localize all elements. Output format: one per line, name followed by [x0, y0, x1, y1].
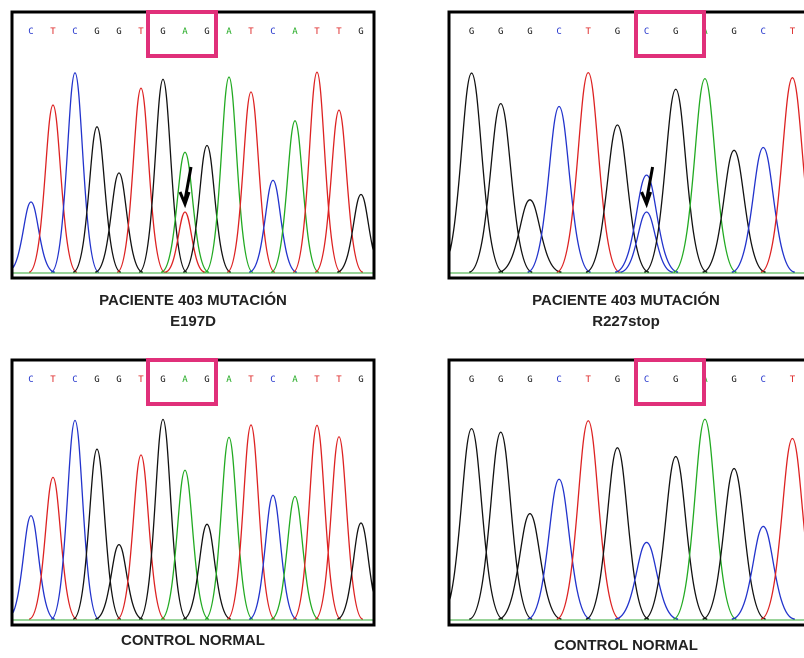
- base-letter: T: [586, 375, 592, 385]
- base-letter: G: [116, 27, 121, 37]
- base-letter: T: [790, 27, 796, 37]
- base-letter: G: [469, 375, 474, 385]
- base-letter: G: [160, 375, 165, 385]
- base-letter: T: [336, 27, 342, 37]
- chromatogram-panel: C T C G G T G A G A T C A T T G CONTROL NORMAL: [7, 360, 385, 649]
- base-letter: A: [182, 27, 188, 37]
- base-letter: C: [72, 27, 77, 37]
- base-letter: C: [270, 375, 275, 385]
- base-letter: A: [182, 375, 188, 385]
- caption: E197D: [170, 313, 216, 330]
- base-letter: G: [469, 27, 474, 37]
- base-letter: C: [270, 27, 275, 37]
- base-letter: T: [50, 375, 56, 385]
- base-letter: G: [673, 375, 678, 385]
- chromatogram-panel: C T C G G T G A G A T C A T T G PACIENTE 403 MUTACIÓN E19…: [7, 12, 385, 330]
- base-letter: G: [498, 27, 503, 37]
- base-letter: G: [527, 27, 532, 37]
- caption: R227stop: [592, 313, 660, 330]
- base-letter: G: [160, 27, 165, 37]
- base-letter: A: [292, 27, 298, 37]
- base-letter: T: [586, 27, 592, 37]
- base-letter: G: [731, 27, 736, 37]
- caption: CONTROL NORMAL: [121, 632, 265, 649]
- base-letter: G: [615, 27, 620, 37]
- base-letter: T: [790, 375, 796, 385]
- base-letter: T: [248, 375, 254, 385]
- base-letter: A: [226, 27, 232, 37]
- caption: PACIENTE 403 MUTACIÓN: [99, 291, 287, 309]
- base-letter: T: [138, 27, 144, 37]
- base-letter: C: [28, 27, 33, 37]
- base-letter: T: [314, 375, 320, 385]
- base-letter: C: [556, 27, 561, 37]
- base-letter: A: [226, 375, 232, 385]
- base-letter: C: [644, 375, 649, 385]
- base-letter: T: [248, 27, 254, 37]
- caption: CONTROL NORMAL: [554, 637, 698, 654]
- panel-bg: [449, 360, 804, 625]
- base-letter: C: [761, 375, 766, 385]
- base-letter: C: [72, 375, 77, 385]
- base-letter: C: [644, 27, 649, 37]
- base-letter: G: [116, 375, 121, 385]
- base-letter: C: [761, 27, 766, 37]
- base-letter: A: [292, 375, 298, 385]
- base-letter: T: [138, 375, 144, 385]
- base-letter: C: [556, 375, 561, 385]
- base-letter: G: [358, 27, 363, 37]
- figure: C T C G G T G A G A T C A T T G PACIENTE 403 MUTACIÓN E19…: [0, 0, 804, 658]
- base-letter: G: [204, 27, 209, 37]
- base-letter: G: [94, 375, 99, 385]
- base-letter: G: [498, 375, 503, 385]
- base-letter: G: [615, 375, 620, 385]
- base-letter: G: [731, 375, 736, 385]
- base-letter: G: [204, 375, 209, 385]
- base-letter: C: [28, 375, 33, 385]
- base-letter: T: [336, 375, 342, 385]
- base-letter: G: [94, 27, 99, 37]
- base-letter: G: [673, 27, 678, 37]
- base-letter: T: [50, 27, 56, 37]
- caption: PACIENTE 403 MUTACIÓN: [532, 291, 720, 309]
- base-letter: G: [527, 375, 532, 385]
- base-letter: T: [314, 27, 320, 37]
- base-letter: G: [358, 375, 363, 385]
